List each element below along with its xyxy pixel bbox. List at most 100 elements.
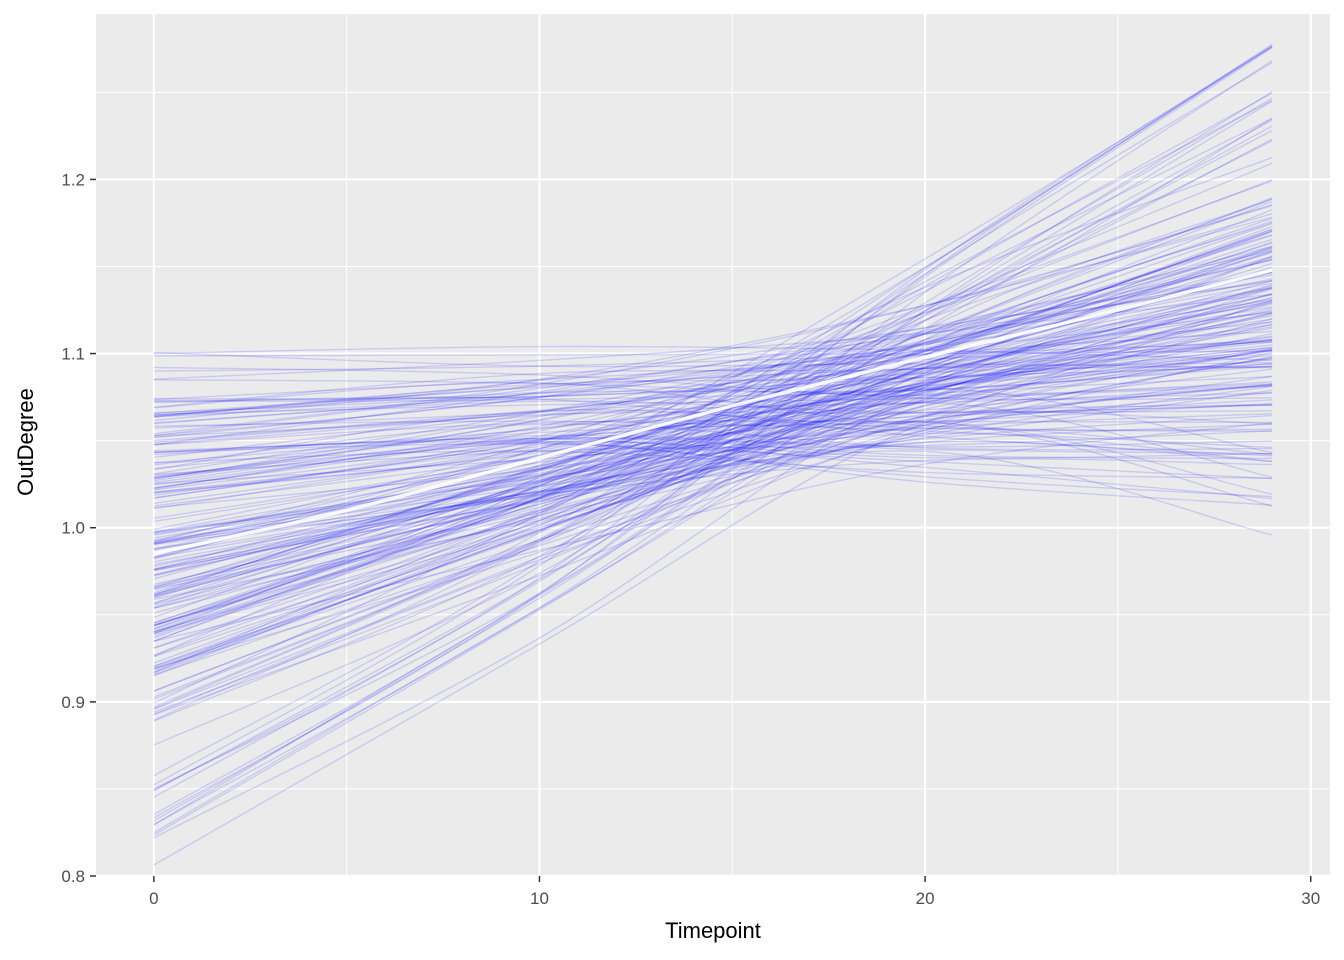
series-line: [153, 440, 1273, 498]
series-line: [153, 296, 1273, 595]
series-line: [153, 284, 1273, 587]
series-line: [153, 256, 1273, 438]
series-line: [153, 450, 1273, 479]
series-line: [153, 349, 1273, 545]
series-line: [153, 387, 1273, 530]
series-line: [153, 248, 1273, 630]
series-line: [153, 340, 1273, 408]
series-line: [153, 287, 1273, 658]
series-line: [153, 162, 1273, 609]
series-line: [153, 439, 1273, 506]
series-line: [153, 117, 1273, 700]
series-line: [153, 354, 1273, 429]
series-line: [153, 285, 1273, 590]
series-line: [153, 321, 1273, 673]
series-line: [153, 352, 1273, 418]
series-line: [153, 288, 1273, 576]
series-line: [153, 225, 1273, 633]
plot-panel: [96, 14, 1330, 876]
series-line: [153, 413, 1273, 485]
series-line: [153, 339, 1273, 401]
series-line: [153, 234, 1273, 490]
series-line: [153, 423, 1273, 544]
series-line: [153, 99, 1273, 627]
series-line: [153, 249, 1273, 570]
series-line: [153, 198, 1273, 798]
y-tick-label: 1.0: [61, 519, 85, 538]
series-line: [153, 346, 1273, 402]
series-line: [153, 410, 1273, 444]
series-line: [153, 375, 1273, 479]
series-line: [153, 259, 1273, 475]
series-line: [153, 385, 1273, 507]
series-line: [153, 280, 1273, 822]
series-line: [153, 437, 1273, 489]
series-line: [153, 404, 1273, 477]
series-line: [153, 241, 1273, 692]
series-line: [153, 400, 1273, 424]
series-line: [153, 92, 1273, 650]
series-line: [153, 410, 1273, 523]
series-line: [153, 246, 1273, 586]
series-line: [153, 97, 1273, 721]
series-line: [153, 318, 1273, 571]
mean-line: [153, 268, 1273, 556]
series-line: [153, 351, 1273, 601]
series-line: [153, 350, 1273, 357]
series-line: [153, 362, 1273, 510]
series-line: [153, 385, 1273, 614]
y-tick-label: 1.2: [61, 170, 85, 189]
series-line: [153, 287, 1273, 480]
series-line: [153, 383, 1273, 544]
series-line: [153, 450, 1273, 572]
series-line: [153, 434, 1273, 464]
series-line: [153, 383, 1273, 563]
series-line: [153, 366, 1273, 401]
series-line: [153, 323, 1273, 675]
series-line: [153, 389, 1273, 571]
series-line: [153, 272, 1273, 480]
series-line: [153, 230, 1273, 693]
series-line: [153, 420, 1273, 446]
series-line: [153, 245, 1273, 710]
series-line: [153, 312, 1273, 606]
series-line: [153, 156, 1273, 594]
series-line: [153, 307, 1273, 609]
series-line: [153, 303, 1273, 597]
series-line: [153, 125, 1273, 746]
x-axis-title: Timepoint: [665, 918, 761, 943]
series-line: [153, 404, 1273, 509]
series-line: [153, 351, 1273, 369]
series-line: [153, 458, 1273, 550]
series-line: [153, 422, 1273, 642]
series-line: [153, 421, 1273, 559]
series-line: [153, 309, 1273, 598]
series-line: [153, 44, 1273, 777]
series-line: [153, 287, 1273, 664]
series-line: [153, 222, 1273, 568]
series-line: [153, 323, 1273, 667]
series-line: [153, 129, 1273, 634]
series-line: [153, 246, 1273, 500]
series-line: [153, 363, 1273, 416]
series-line: [153, 196, 1273, 605]
series-line: [153, 432, 1273, 535]
series-line: [153, 437, 1273, 484]
series-line: [153, 258, 1273, 545]
x-tick-label: 20: [916, 889, 935, 908]
series-line: [153, 384, 1273, 716]
series-line: [153, 198, 1273, 792]
series-line: [153, 208, 1273, 826]
series-line: [153, 221, 1273, 790]
series-line: [153, 320, 1273, 713]
series-line: [153, 338, 1273, 630]
series-line: [153, 335, 1273, 494]
series-line: [153, 271, 1273, 482]
x-tick-label: 30: [1301, 889, 1320, 908]
series-line: [153, 437, 1273, 500]
series-line: [153, 336, 1273, 834]
series-line: [153, 345, 1273, 361]
series-line: [153, 350, 1273, 577]
series-line: [153, 399, 1273, 571]
